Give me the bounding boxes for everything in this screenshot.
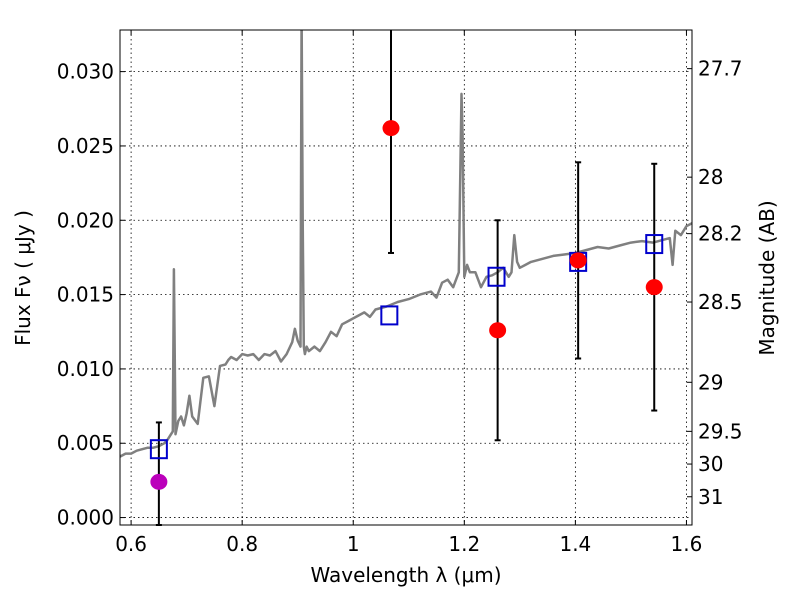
model-square-point <box>487 266 506 287</box>
y2-axis-title: Magnitude (AB) <box>755 200 779 355</box>
observed-circle-point <box>569 252 587 269</box>
plot-frame <box>119 29 693 526</box>
x-tick-label: 0.8 <box>226 532 258 556</box>
x-tick-label: 1.4 <box>559 532 591 556</box>
observed-circle-point <box>150 473 168 490</box>
x-tick-label: 1 <box>347 532 360 556</box>
y2-tick-label: 30 <box>698 452 723 476</box>
observed-circle-point <box>382 120 400 137</box>
y2-tick-label: 31 <box>698 485 723 509</box>
y-tick-label: 0.015 <box>57 283 114 307</box>
y2-tick-label: 29 <box>698 370 723 394</box>
y2-tick-label: 28.2 <box>698 222 743 246</box>
y-tick-label: 0.000 <box>57 506 114 530</box>
y-tick-label: 0.020 <box>57 208 114 232</box>
spectrum-line <box>120 30 692 458</box>
tick-layer: 0.6 0.8 1 1.2 1.4 1.6 0.000 0.005 0.010 0.015 0.02… <box>57 30 743 556</box>
y-tick-label: 0.005 <box>57 431 114 455</box>
spectrum-layer <box>120 30 692 458</box>
x-tick-label: 1.6 <box>671 532 703 556</box>
x-tick-label: 0.6 <box>115 532 147 556</box>
model-square-point <box>645 234 664 255</box>
y2-tick-label: 28.5 <box>698 290 743 314</box>
x-axis-title: Wavelength λ (μm) <box>310 563 501 587</box>
marker-layer <box>149 120 664 490</box>
y-axis-title: Flux Fν ( μJy ) <box>11 210 35 346</box>
x-tick-label: 1.2 <box>448 532 480 556</box>
y2-tick-label: 27.7 <box>698 57 743 81</box>
y2-tick-label: 29.5 <box>698 419 743 443</box>
y-tick-label: 0.030 <box>57 60 114 84</box>
model-square-point <box>380 305 399 326</box>
y-tick-label: 0.010 <box>57 357 114 381</box>
y-tick-label: 0.025 <box>57 134 114 158</box>
y2-tick-label: 28 <box>698 165 723 189</box>
observed-circle-point <box>489 322 507 339</box>
model-square-point <box>149 439 168 460</box>
observed-circle-point <box>645 279 663 296</box>
